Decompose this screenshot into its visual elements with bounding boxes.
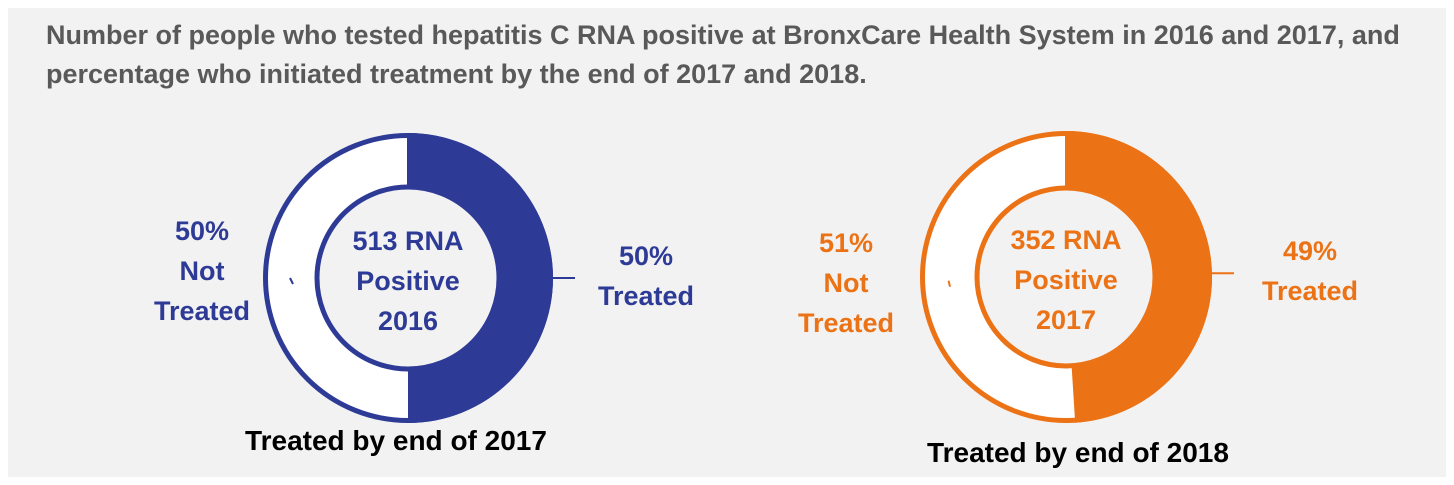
- figure-title: Number of people who tested hepatitis C …: [46, 20, 1400, 89]
- treated-label: 49% Treated: [1262, 236, 1358, 306]
- chart-caption: Treated by end of 2018: [927, 437, 1229, 468]
- treated-slice: [1066, 131, 1213, 423]
- treated-slice: [408, 133, 553, 423]
- donut-center-label: 513 RNA Positive 2016: [352, 226, 463, 336]
- treated-label: 50% Treated: [598, 241, 694, 311]
- donut-center-label: 352 RNA Positive 2017: [1010, 225, 1121, 335]
- not-treated-leader-line: [947, 280, 951, 287]
- not-treated-label: 51% Not Treated: [798, 228, 894, 338]
- not-treated-leader-line: [289, 277, 294, 285]
- chart-caption: Treated by end of 2017: [245, 425, 547, 456]
- not-treated-label: 50% Not Treated: [154, 216, 250, 326]
